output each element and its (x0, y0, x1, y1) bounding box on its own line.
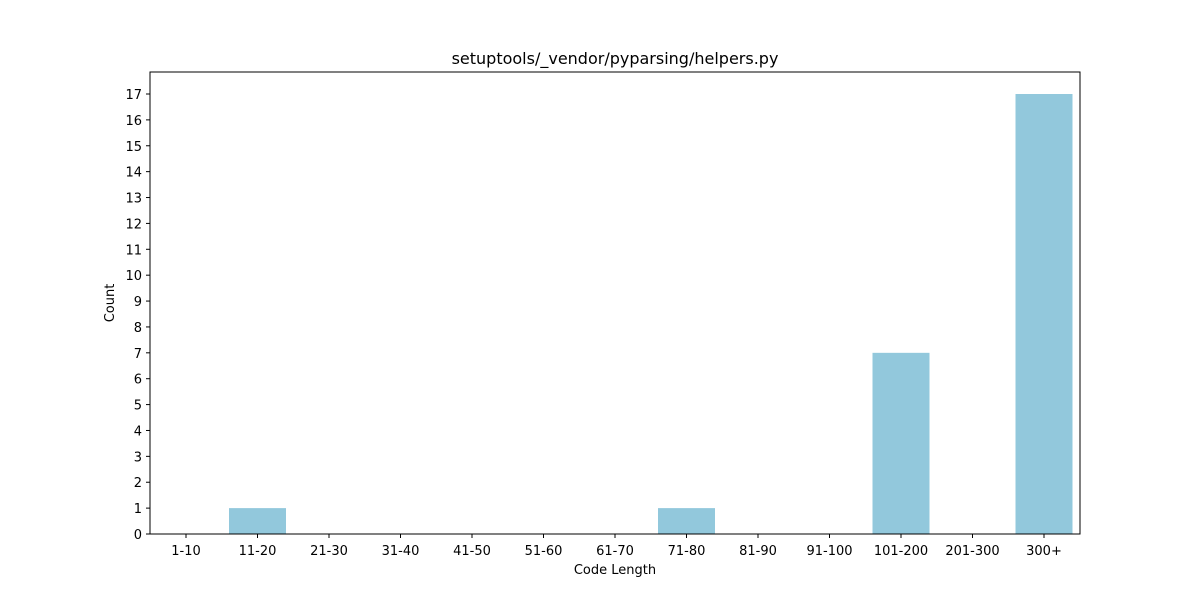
x-tick-label: 81-90 (739, 544, 777, 559)
x-axis-label: Code Length (574, 563, 656, 578)
y-tick-label: 15 (125, 140, 142, 155)
plot-frame (149, 71, 1081, 535)
y-tick-label: 0 (134, 528, 142, 543)
bar-101-200 (872, 352, 930, 534)
y-tick-label: 10 (125, 269, 142, 284)
y-tick-label: 16 (125, 114, 142, 129)
x-tick-label: 41-50 (453, 544, 491, 559)
y-tick-label: 5 (134, 399, 142, 414)
y-tick-label: 17 (125, 88, 142, 103)
x-tick-label: 91-100 (806, 544, 852, 559)
x-tick-label: 21-30 (310, 544, 348, 559)
x-tick-label: 11-20 (239, 544, 277, 559)
bar-11-20 (229, 508, 286, 534)
y-tick-label: 3 (134, 450, 142, 465)
x-tick-label: 61-70 (596, 544, 634, 559)
x-tick-label: 1-10 (171, 544, 201, 559)
y-tick-label: 2 (134, 476, 142, 491)
y-tick-label: 7 (134, 347, 142, 362)
bar-71-80 (658, 508, 715, 534)
y-tick-label: 8 (134, 321, 142, 336)
x-tick-label: 201-300 (945, 544, 999, 559)
x-tick-label: 51-60 (525, 544, 563, 559)
y-tick-label: 1 (134, 502, 142, 517)
y-tick-label: 9 (134, 295, 142, 310)
x-tick-label: 101-200 (874, 544, 928, 559)
x-tick-label: 71-80 (668, 544, 706, 559)
x-tick-label: 300+ (1026, 544, 1062, 559)
y-tick-label: 13 (125, 192, 142, 207)
y-tick-label: 11 (125, 243, 142, 258)
y-tick-label: 6 (134, 373, 142, 388)
y-tick-label: 12 (125, 217, 142, 232)
y-tick-label: 4 (134, 424, 142, 439)
chart-title: setuptools/_vendor/pyparsing/helpers.py (452, 49, 779, 69)
x-tick-label: 31-40 (382, 544, 420, 559)
x-axis-ticks: 1-10 11-20 21-30 31-40 41-50 51-60 61-70 71-80 8… (171, 534, 1062, 559)
bar-300+ (1015, 94, 1073, 534)
bars-group (229, 94, 1073, 534)
y-axis-label: Count (103, 284, 118, 323)
y-tick-label: 14 (125, 166, 142, 181)
